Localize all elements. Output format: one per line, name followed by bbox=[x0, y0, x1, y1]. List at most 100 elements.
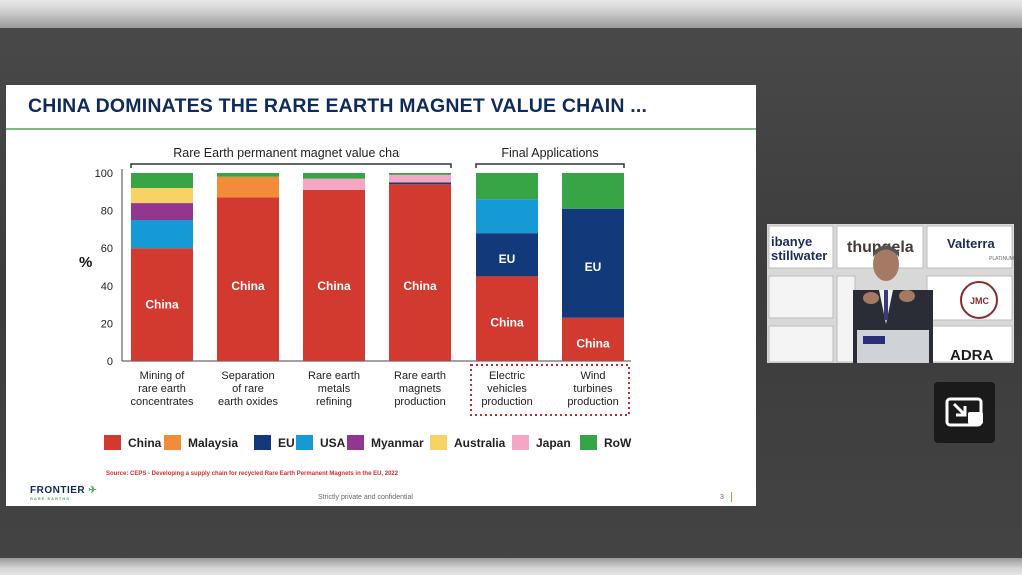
picture-in-picture-button[interactable] bbox=[934, 382, 995, 443]
bar-segment-china bbox=[303, 189, 365, 361]
legend-label: USA bbox=[320, 436, 346, 450]
x-tick-label: magnets bbox=[399, 383, 442, 395]
sponsor-text-4: Valterra bbox=[947, 236, 995, 251]
y-tick-label: 0 bbox=[107, 356, 113, 368]
bar-segment-row bbox=[303, 173, 365, 179]
x-tick-label: of rare bbox=[232, 383, 264, 395]
podium bbox=[857, 330, 929, 363]
sponsor-text-5: PLATINUM bbox=[989, 256, 1014, 262]
bar-data-label: China bbox=[231, 279, 265, 293]
sponsor-text-2: stillwater bbox=[771, 248, 827, 263]
group-bracket bbox=[475, 163, 625, 168]
source-note: Source: CEPS - Developing a supply chain… bbox=[106, 471, 399, 477]
title-divider bbox=[6, 128, 756, 130]
presentation-slide: CHINA DOMINATES THE RARE EARTH MAGNET VA… bbox=[6, 85, 756, 506]
bar-data-label: China bbox=[145, 298, 179, 312]
x-tick-label: Rare earth bbox=[394, 370, 446, 382]
bar-segment-row bbox=[476, 173, 538, 200]
bar-segment-japan bbox=[389, 174, 451, 183]
group-bracket bbox=[130, 163, 452, 168]
x-tick-label: Electric bbox=[489, 370, 526, 382]
bar-data-label: EU bbox=[585, 260, 602, 274]
bar-segment-china bbox=[131, 248, 193, 361]
bar-segment-eu bbox=[562, 208, 624, 318]
legend-swatch-eu bbox=[254, 435, 271, 450]
speaker-head bbox=[873, 247, 899, 281]
bar-segment-row bbox=[389, 173, 451, 175]
bar-segment-japan bbox=[303, 178, 365, 190]
legend-swatch-myanmar bbox=[347, 435, 364, 450]
group-label: Final Applications bbox=[501, 146, 598, 160]
legend-label: EU bbox=[278, 436, 295, 450]
sponsor-text-7: ADRA bbox=[950, 347, 993, 363]
confidentiality-note: Strictly private and confidential bbox=[318, 494, 413, 501]
legend-label: Myanmar bbox=[371, 436, 424, 450]
legend-label: China bbox=[128, 436, 162, 450]
x-tick-label: Mining of bbox=[140, 370, 186, 382]
legend-swatch-malaysia bbox=[164, 435, 181, 450]
bar-segment-china bbox=[476, 276, 538, 361]
y-tick-label: 100 bbox=[95, 168, 113, 180]
bar-segment-eu bbox=[476, 233, 538, 277]
bar-data-label: China bbox=[576, 336, 610, 350]
y-axis-label: % bbox=[79, 254, 92, 271]
bar-data-label: China bbox=[403, 279, 437, 293]
x-tick-label: production bbox=[481, 396, 532, 408]
slide-title: CHINA DOMINATES THE RARE EARTH MAGNET VA… bbox=[28, 95, 648, 117]
bar-segment-china bbox=[217, 197, 279, 361]
sponsor-banner-sibanye bbox=[768, 225, 834, 269]
bar-data-label: China bbox=[490, 316, 524, 330]
y-tick-label: 60 bbox=[101, 243, 113, 255]
bar-segment-eu bbox=[389, 182, 451, 185]
x-tick-label: Rare earth bbox=[308, 370, 360, 382]
x-tick-label: Separation bbox=[221, 370, 274, 382]
stacked-bar-chart: % 0 20 40 60 80 100 Rare Earth permanent magnet… bbox=[79, 146, 700, 450]
background-frame-bottom bbox=[0, 558, 1022, 575]
x-tick-label: rare earth bbox=[138, 383, 186, 395]
x-tick-label: metals bbox=[318, 383, 351, 395]
sponsor-banner-valterra bbox=[926, 225, 1013, 269]
bar-data-label: EU bbox=[499, 252, 516, 266]
bar-segment-china bbox=[389, 184, 451, 361]
y-tick-label: 20 bbox=[101, 318, 113, 330]
legend-label: RoW bbox=[604, 436, 632, 450]
legend-swatch-usa bbox=[296, 435, 313, 450]
legend-label: Malaysia bbox=[188, 436, 238, 450]
legend-label: Australia bbox=[454, 436, 506, 450]
y-tick-label: 40 bbox=[101, 281, 113, 293]
legend-label: Japan bbox=[536, 436, 571, 450]
background-frame-top bbox=[0, 0, 1022, 28]
y-tick-label: 80 bbox=[101, 206, 113, 218]
bar-segment-row bbox=[131, 173, 193, 189]
sponsor-text-6: JMC bbox=[970, 296, 990, 306]
legend-swatch-australia bbox=[430, 435, 447, 450]
x-tick-label: Wind bbox=[580, 370, 605, 382]
x-tick-label: production bbox=[567, 396, 618, 408]
bar-segment-china bbox=[562, 317, 624, 361]
legend-swatch-row bbox=[580, 435, 597, 450]
frontier-logo: FRONTIER ✈ RARE EARTHS bbox=[30, 485, 98, 501]
x-tick-label: refining bbox=[316, 396, 352, 408]
bar-data-label: China bbox=[317, 279, 351, 293]
x-tick-label: vehicles bbox=[487, 383, 527, 395]
picture-in-picture-exit-icon bbox=[945, 397, 983, 427]
bar-segment-usa bbox=[476, 199, 538, 234]
page-number: 3 bbox=[720, 494, 724, 501]
legend-swatch-japan bbox=[512, 435, 529, 450]
group-label: Rare Earth permanent magnet value chain bbox=[173, 146, 409, 160]
x-tick-label: production bbox=[394, 396, 445, 408]
highlight-box bbox=[470, 364, 630, 416]
logo-subtext: RARE EARTHS bbox=[30, 496, 70, 501]
x-tick-label: earth oxides bbox=[218, 396, 278, 408]
bar-segment-malaysia bbox=[217, 176, 279, 198]
bar-segment-row bbox=[562, 173, 624, 209]
sponsor-text-1: ibanye bbox=[771, 234, 812, 249]
page-number-divider bbox=[731, 492, 732, 502]
bar-segment-australia bbox=[131, 188, 193, 204]
x-tick-label: turbines bbox=[573, 383, 613, 395]
bar-segment-row bbox=[217, 173, 279, 177]
speaker-video: ibanye stillwater thungela Valterra PLAT… bbox=[767, 224, 1014, 363]
logo-text: FRONTIER bbox=[30, 485, 86, 496]
bar-segment-myanmar bbox=[131, 203, 193, 220]
legend-swatch-china bbox=[104, 435, 121, 450]
